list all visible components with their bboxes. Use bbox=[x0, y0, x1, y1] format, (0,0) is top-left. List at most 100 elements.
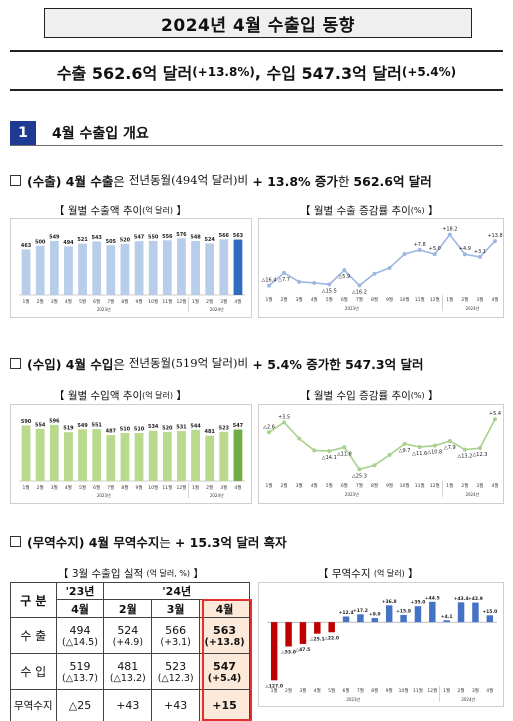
x-tick-label: 1월 bbox=[265, 296, 272, 303]
series-line bbox=[268, 233, 496, 287]
bar-value-label: 500 bbox=[35, 239, 46, 245]
cell-value: 566 bbox=[165, 623, 187, 637]
cell-value: 523 bbox=[165, 659, 187, 673]
table-cell: +43 bbox=[103, 689, 153, 721]
export-summary-n2: 한 bbox=[337, 173, 354, 189]
cell-change: (△13.7) bbox=[62, 672, 98, 684]
series-point bbox=[357, 283, 362, 288]
point-value-label: +13.8 bbox=[487, 233, 502, 239]
point-value-label: +18.2 bbox=[442, 227, 457, 233]
year-label: 2023년 bbox=[346, 696, 360, 702]
bar-value-label: 531 bbox=[176, 425, 187, 431]
x-tick-label: 7월 bbox=[356, 296, 363, 303]
point-value-label: △2.6 bbox=[263, 424, 275, 430]
series-point bbox=[372, 463, 377, 468]
bar-value-label: 487 bbox=[106, 429, 117, 435]
import-growth-title: 【 월별 수입 증감률 추이 (%) 】 bbox=[300, 388, 438, 403]
export-summary: (수출) 4월 수출 은 전년동월(494억 달러)비 + 13.8% 증가 한… bbox=[10, 170, 432, 190]
bar-value-label: 463 bbox=[21, 243, 32, 249]
cell-value: 494 bbox=[69, 623, 91, 637]
series-point bbox=[342, 445, 347, 450]
bar bbox=[49, 424, 59, 481]
x-tick-label: 10월 bbox=[400, 296, 410, 303]
x-tick-label: 9월 bbox=[136, 298, 143, 305]
bar bbox=[233, 429, 243, 481]
x-tick-label: 5월 bbox=[326, 482, 333, 489]
x-tick-label: 9월 bbox=[386, 687, 393, 694]
series-point bbox=[297, 279, 302, 284]
bar bbox=[64, 246, 73, 295]
bar bbox=[78, 243, 87, 295]
bar-value-label: 544 bbox=[190, 423, 201, 429]
import-summary-b2: + 5.4% 증가한 547.3억 달러 bbox=[248, 356, 424, 372]
bar-value-label: 566 bbox=[219, 233, 230, 239]
table-cell: 494 (△14.5) bbox=[55, 617, 105, 654]
export-summary-serif: 전년동월(494억 달러)비 bbox=[128, 173, 249, 187]
cell-value: 524 bbox=[117, 623, 139, 637]
bar-value-label: 563 bbox=[233, 233, 244, 239]
series-point bbox=[402, 441, 407, 446]
x-tick-label: 6월 bbox=[93, 484, 100, 491]
export-amount-title-main: 【 월별 수출액 추이 bbox=[54, 205, 143, 217]
x-tick-label: 3월 bbox=[296, 296, 303, 303]
bar bbox=[285, 622, 292, 647]
bar bbox=[328, 622, 335, 633]
export-amount-title-unit: (억 달러) bbox=[142, 206, 174, 215]
table-corner: 구 분 bbox=[10, 582, 57, 618]
bar-value-label: 523 bbox=[219, 425, 230, 431]
point-value-label: △7.7 bbox=[278, 277, 290, 283]
bar-value-label: 519 bbox=[63, 426, 74, 432]
import-amount-title-end: 】 bbox=[173, 390, 187, 402]
series-point bbox=[477, 254, 482, 259]
x-tick-label: 4월 bbox=[234, 484, 241, 491]
series-point bbox=[372, 271, 377, 276]
x-tick-label: 8월 bbox=[371, 482, 378, 489]
bar-value-label: +9.0 bbox=[369, 612, 381, 618]
x-tick-label: 4월 bbox=[234, 298, 241, 305]
x-tick-label: 11월 bbox=[413, 687, 423, 694]
series-point bbox=[297, 436, 302, 441]
x-tick-label: 3월 bbox=[51, 484, 58, 491]
bar-value-label: 505 bbox=[106, 239, 117, 245]
balance-summary-b1: (무역수지) 4월 무역수지 bbox=[27, 534, 160, 550]
year-label: 2023년 bbox=[345, 491, 359, 497]
year-label: 2023년 bbox=[97, 306, 111, 312]
bar bbox=[35, 428, 45, 481]
bar bbox=[443, 620, 450, 623]
series-point bbox=[477, 446, 482, 451]
export-summary-b1: (수출) 4월 수출 bbox=[27, 173, 114, 189]
table-cell: △25 bbox=[55, 689, 105, 721]
series-point bbox=[282, 420, 287, 425]
x-tick-label: 9월 bbox=[136, 484, 143, 491]
point-value-label: △9.7 bbox=[399, 448, 411, 454]
bar-value-label: 510 bbox=[134, 427, 145, 433]
x-tick-label: 2월 bbox=[461, 482, 468, 489]
import-growth-title-end: 】 bbox=[424, 390, 439, 402]
series-point bbox=[432, 252, 437, 257]
x-tick-label: 11월 bbox=[162, 484, 172, 491]
year-label: 2024년 bbox=[210, 492, 224, 498]
point-value-label: △25.3 bbox=[352, 473, 367, 479]
bar bbox=[205, 243, 215, 295]
balance-svg: △127.0 △53.0△47.5 △25.1 △22.0 +12.4 +17.2+9.0… bbox=[265, 595, 497, 702]
export-amount-title-end: 】 bbox=[173, 205, 187, 217]
bar-value-label: 510 bbox=[120, 427, 131, 433]
table-cell: +43 bbox=[151, 689, 201, 721]
bar bbox=[219, 239, 229, 295]
x-tick-label: 1월 bbox=[446, 482, 453, 489]
x-tick-label: 6월 bbox=[341, 482, 348, 489]
bar bbox=[106, 245, 116, 295]
bar-value-label: 547 bbox=[233, 423, 244, 429]
year-label: 2023년 bbox=[97, 492, 111, 498]
bar bbox=[106, 435, 116, 481]
table-title: 【 3월 수출입 실적 (억 달러, %) 】 bbox=[58, 566, 204, 581]
point-value-label: △16.4 bbox=[262, 278, 277, 284]
series-line bbox=[268, 418, 496, 471]
bar-value-label: 534 bbox=[148, 424, 159, 430]
bar-value-label: 494 bbox=[63, 240, 74, 246]
point-value-label: △5.9 bbox=[338, 274, 350, 280]
x-tick-label: 10월 bbox=[148, 298, 158, 305]
table-cell: 519 (△13.7) bbox=[55, 653, 105, 690]
x-tick-label: 4월 bbox=[311, 296, 318, 303]
x-tick-label: 2월 bbox=[206, 484, 213, 491]
